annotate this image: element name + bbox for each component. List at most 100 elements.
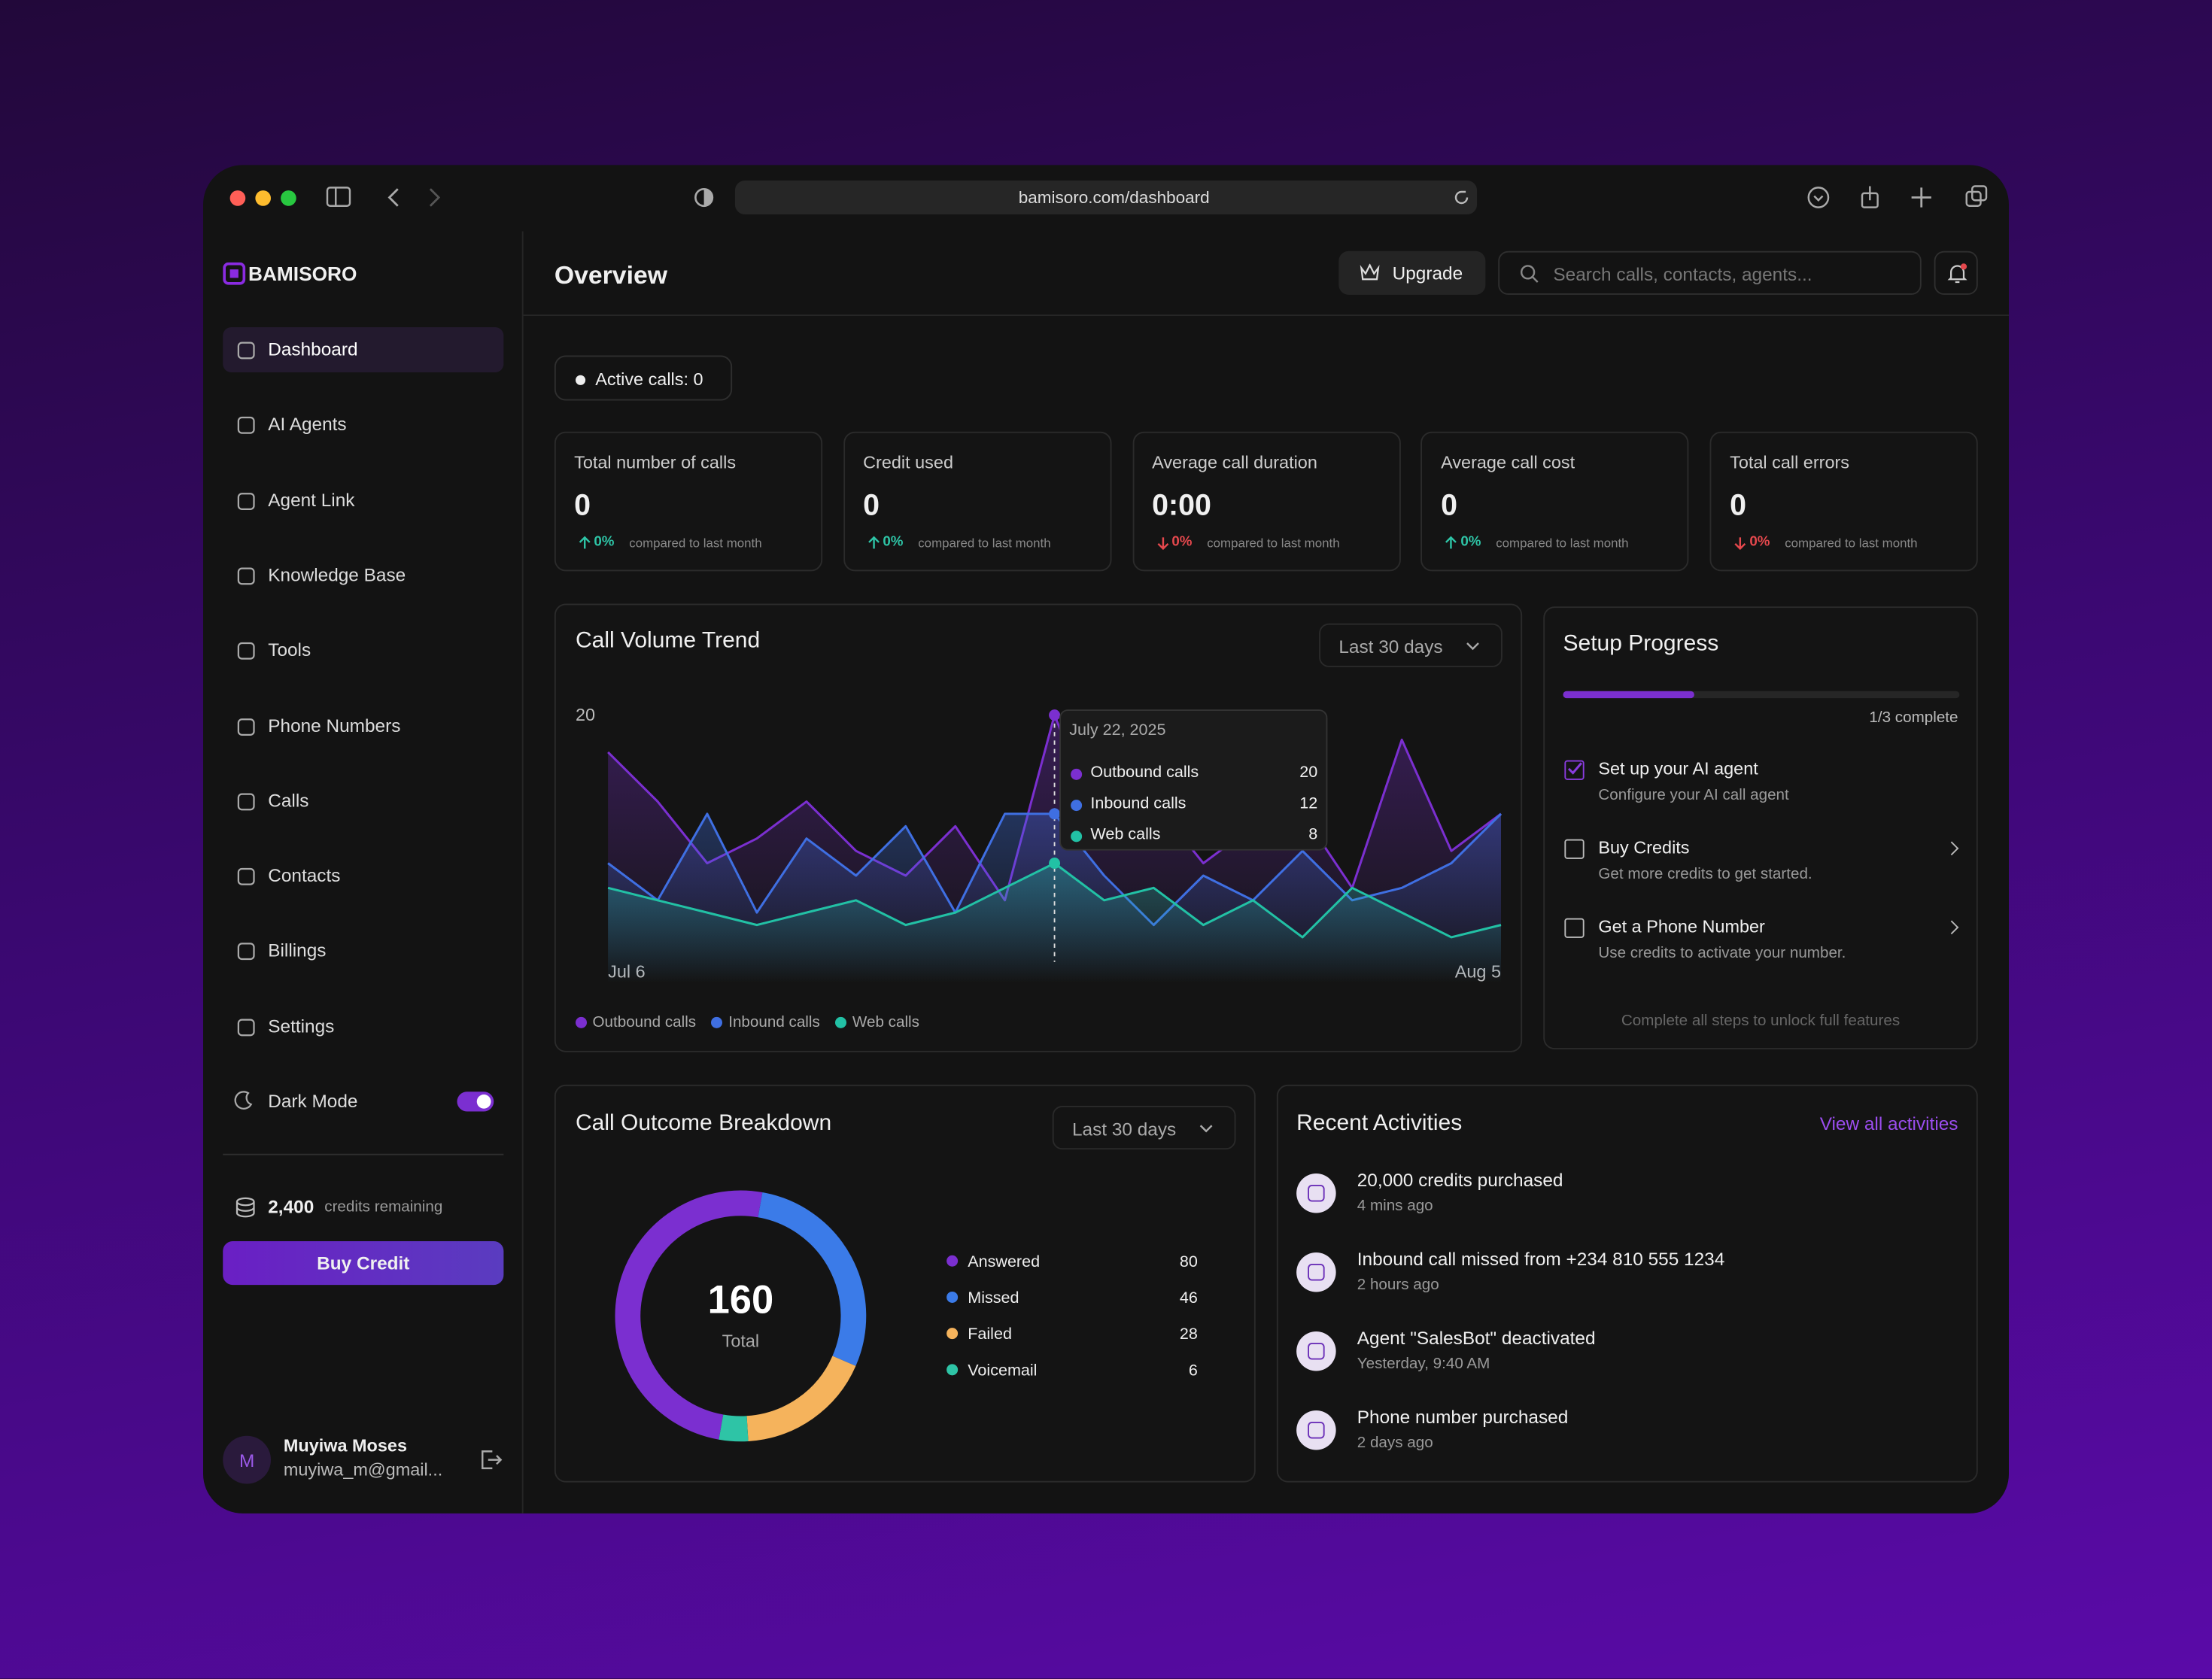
activity-time: 2 hours ago bbox=[1357, 1276, 1439, 1294]
notifications-button[interactable] bbox=[1934, 250, 1978, 295]
nav-label: Settings bbox=[268, 1015, 335, 1037]
nav-icon bbox=[237, 417, 255, 435]
donut-total-label: Total bbox=[722, 1331, 759, 1351]
arrow-shape bbox=[1734, 537, 1746, 551]
nav-item[interactable]: AI Agents bbox=[223, 402, 503, 448]
toggle-knob bbox=[476, 1095, 491, 1109]
stat-change: 0% bbox=[594, 534, 615, 551]
hover-point bbox=[1049, 709, 1061, 721]
upgrade-button[interactable]: Upgrade bbox=[1338, 250, 1486, 295]
nav-item[interactable]: Knowledge Base bbox=[223, 553, 503, 598]
stat-note: compared to last month bbox=[1785, 536, 1918, 551]
stat-value: 0 bbox=[574, 489, 591, 522]
tooltip-series: Inbound calls bbox=[1090, 795, 1187, 813]
nav-icon bbox=[237, 718, 255, 736]
nav-item[interactable]: Agent Link bbox=[223, 478, 503, 523]
close-dot[interactable] bbox=[229, 190, 246, 206]
moon-icon bbox=[234, 1091, 253, 1110]
page-title: Overview bbox=[554, 260, 667, 290]
stat-card: Average call duration 0:00 0% compared to l… bbox=[1132, 431, 1401, 572]
url-bar[interactable]: bamisoro.com/dashboard bbox=[734, 181, 1478, 214]
view-all-link[interactable]: View all activities bbox=[1819, 1113, 1958, 1134]
brand-name: BAMISORO bbox=[248, 262, 357, 285]
tooltip-series: Outbound calls bbox=[1090, 764, 1199, 782]
chevron bbox=[1199, 1125, 1213, 1133]
card-title: Setup Progress bbox=[1563, 632, 1719, 656]
chart-tooltip: July 22, 2025 Outbound calls 20 Inbound ca… bbox=[1059, 709, 1328, 851]
nav-item[interactable]: Dashboard bbox=[223, 327, 504, 372]
tooltip-value: 12 bbox=[1299, 795, 1318, 813]
stat-value: 0:00 bbox=[1152, 489, 1211, 522]
nav-item[interactable]: Contacts bbox=[223, 854, 503, 899]
nav-label: Dashboard bbox=[268, 339, 358, 360]
logout-icon[interactable] bbox=[480, 1449, 503, 1471]
zoom-dot[interactable] bbox=[281, 190, 296, 206]
step-title: Buy Credits bbox=[1598, 837, 1690, 858]
legend-label: Missed bbox=[968, 1288, 1019, 1307]
step-checkbox[interactable] bbox=[1564, 839, 1585, 859]
nav-item[interactable]: Tools bbox=[223, 628, 503, 673]
nav-item[interactable]: Settings bbox=[223, 1003, 503, 1049]
reload-icon[interactable] bbox=[1451, 187, 1471, 207]
user-name: Muyiwa Moses bbox=[283, 1435, 407, 1456]
activity-time: 2 days ago bbox=[1357, 1434, 1433, 1452]
buy-credit-label: Buy Credit bbox=[317, 1252, 410, 1274]
legend-value: 28 bbox=[1180, 1324, 1198, 1343]
nav-icon-shape bbox=[237, 567, 255, 585]
activity-title: 20,000 credits purchased bbox=[1357, 1169, 1563, 1191]
nav-icon-shape bbox=[237, 492, 255, 510]
legend-label: Voicemail bbox=[968, 1360, 1037, 1379]
nav-icon-shape bbox=[237, 417, 255, 435]
tooltip-value: 20 bbox=[1299, 764, 1318, 782]
nav-icon-shape bbox=[237, 793, 255, 810]
step-checkbox[interactable] bbox=[1564, 918, 1585, 938]
step-desc: Get more credits to get started. bbox=[1598, 866, 1812, 883]
search-box[interactable]: Search calls, contacts, agents... bbox=[1498, 250, 1922, 295]
header-divider bbox=[523, 314, 2009, 316]
nav-label: Tools bbox=[268, 639, 311, 660]
stat-change: 0% bbox=[1460, 534, 1481, 551]
activity-title: Phone number purchased bbox=[1357, 1406, 1569, 1428]
tooltip-dot bbox=[1071, 768, 1083, 780]
donut-segment bbox=[758, 1192, 867, 1366]
card-title: Call Outcome Breakdown bbox=[576, 1111, 832, 1136]
trend-arrow bbox=[1156, 537, 1168, 551]
hover-point bbox=[1049, 808, 1061, 820]
buy-credit-button[interactable]: Buy Credit bbox=[223, 1241, 504, 1286]
nav-item[interactable]: Billings bbox=[223, 928, 503, 973]
search-placeholder: Search calls, contacts, agents... bbox=[1553, 263, 1812, 285]
minimize-dot[interactable] bbox=[255, 190, 271, 206]
stat-change: 0% bbox=[1749, 534, 1770, 551]
legend-value: 46 bbox=[1180, 1288, 1198, 1307]
nav-item[interactable]: Calls bbox=[223, 779, 503, 824]
activity-glyph bbox=[1308, 1343, 1325, 1360]
user-email: muyiwa_m@gmail... bbox=[283, 1459, 443, 1480]
nav-icon bbox=[237, 567, 255, 585]
activities-card: Recent Activities View all activities 20… bbox=[1276, 1084, 1978, 1483]
nav-item[interactable]: Phone Numbers bbox=[223, 703, 503, 748]
step-checkbox[interactable] bbox=[1564, 760, 1585, 780]
activity-icon bbox=[1296, 1410, 1336, 1450]
activity-icon bbox=[1296, 1252, 1336, 1292]
trend-arrow bbox=[867, 536, 880, 549]
tooltip-date: July 22, 2025 bbox=[1069, 722, 1166, 739]
user-avatar[interactable]: M bbox=[223, 1435, 271, 1484]
trend-arrow bbox=[579, 536, 591, 549]
tooltip-value: 8 bbox=[1308, 826, 1318, 844]
active-calls-text: Active calls: 0 bbox=[595, 369, 703, 390]
step-chevron[interactable] bbox=[1944, 841, 1959, 856]
stat-change: 0% bbox=[883, 534, 904, 551]
legend-dot bbox=[946, 1291, 959, 1303]
arrow-shape bbox=[1445, 536, 1457, 549]
dark-mode-toggle[interactable] bbox=[457, 1092, 494, 1112]
step-chevron[interactable] bbox=[1944, 920, 1959, 935]
range-select[interactable]: Last 30 days bbox=[1319, 623, 1503, 667]
series-area bbox=[608, 863, 1501, 983]
range-select[interactable]: Last 30 days bbox=[1052, 1106, 1236, 1150]
trend-arrow bbox=[1734, 537, 1746, 551]
nav-icon bbox=[237, 943, 255, 961]
status-dot bbox=[576, 375, 586, 385]
